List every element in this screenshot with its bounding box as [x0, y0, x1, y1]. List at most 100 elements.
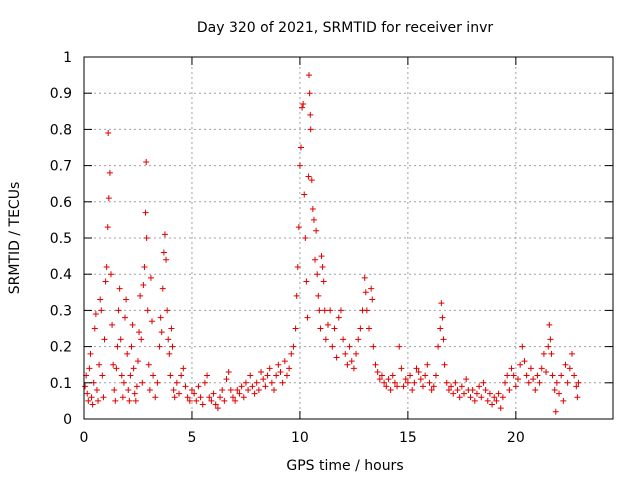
- data-point: [305, 173, 312, 180]
- data-point: [415, 368, 422, 375]
- y-tick-label: 1: [63, 50, 72, 66]
- data-point: [493, 397, 500, 404]
- data-point: [156, 343, 163, 350]
- data-point: [144, 307, 151, 314]
- data-point: [139, 379, 146, 386]
- data-point: [350, 365, 357, 372]
- data-point: [275, 361, 282, 368]
- data-point: [161, 231, 168, 238]
- data-point: [264, 372, 271, 379]
- data-point: [307, 111, 314, 118]
- data-point: [95, 397, 102, 404]
- data-point: [473, 390, 480, 397]
- data-point: [574, 394, 581, 401]
- data-point: [208, 397, 215, 404]
- data-point: [400, 383, 407, 390]
- data-point: [98, 307, 105, 314]
- data-point: [88, 394, 95, 401]
- data-point: [543, 368, 550, 375]
- data-point: [268, 379, 275, 386]
- data-point: [314, 271, 321, 278]
- data-point: [294, 263, 301, 270]
- data-point: [552, 408, 559, 415]
- data-point: [299, 104, 306, 111]
- y-tick-label: 0.3: [50, 303, 72, 319]
- data-point: [99, 372, 106, 379]
- data-point: [337, 307, 344, 314]
- data-point: [312, 256, 319, 263]
- data-point: [556, 390, 563, 397]
- data-point: [324, 321, 331, 328]
- data-point: [150, 372, 157, 379]
- data-point: [258, 368, 265, 375]
- data-point: [165, 336, 172, 343]
- y-tick-label: 0.7: [50, 159, 72, 175]
- data-point: [251, 390, 258, 397]
- y-tick-label: 0.2: [50, 340, 72, 356]
- data-point: [362, 289, 369, 296]
- data-point: [281, 358, 288, 365]
- data-point: [273, 372, 280, 379]
- data-point: [383, 383, 390, 390]
- axis-ticks: 00.10.20.30.40.50.60.70.80.910 5 10 15 20: [50, 50, 613, 446]
- data-point: [210, 390, 217, 397]
- data-point: [176, 390, 183, 397]
- y-tick-label: 0.8: [50, 122, 72, 138]
- x-tick-label: 10: [291, 430, 309, 446]
- data-point: [321, 307, 328, 314]
- data-points: [82, 72, 582, 415]
- y-axis-label: SRMTID / TECUs: [7, 182, 23, 295]
- x-tick-label: 15: [399, 430, 417, 446]
- data-point: [315, 292, 322, 299]
- data-point: [558, 372, 565, 379]
- data-point: [376, 376, 383, 383]
- data-point: [331, 325, 338, 332]
- data-point: [125, 387, 132, 394]
- data-point: [497, 405, 504, 412]
- data-point: [152, 394, 159, 401]
- data-point: [469, 387, 476, 394]
- data-point: [128, 343, 135, 350]
- data-point: [568, 350, 575, 357]
- y-tick-label: 0: [63, 412, 72, 428]
- data-point: [368, 285, 375, 292]
- data-point: [439, 314, 446, 321]
- data-point: [484, 397, 491, 404]
- data-point: [240, 394, 247, 401]
- data-point: [306, 90, 313, 97]
- y-tick-label: 0.4: [50, 267, 72, 283]
- data-point: [288, 350, 295, 357]
- data-point: [197, 394, 204, 401]
- data-point: [394, 383, 401, 390]
- data-point: [84, 390, 91, 397]
- data-point: [245, 387, 252, 394]
- data-point: [348, 358, 355, 365]
- data-point: [316, 307, 323, 314]
- data-point: [178, 372, 185, 379]
- data-point: [123, 296, 130, 303]
- data-point: [137, 292, 144, 299]
- data-point: [111, 387, 118, 394]
- data-point: [204, 372, 211, 379]
- data-point: [510, 372, 517, 379]
- data-point: [482, 387, 489, 394]
- data-point: [398, 365, 405, 372]
- data-point: [118, 372, 125, 379]
- data-point: [344, 361, 351, 368]
- data-point: [346, 343, 353, 350]
- data-point: [188, 387, 195, 394]
- data-point: [361, 274, 368, 281]
- data-point: [443, 379, 450, 386]
- data-point: [521, 358, 528, 365]
- data-point: [290, 343, 297, 350]
- data-point: [547, 336, 554, 343]
- data-point: [424, 361, 431, 368]
- data-point: [102, 278, 109, 285]
- data-point: [435, 343, 442, 350]
- data-point: [467, 394, 474, 401]
- data-point: [508, 365, 515, 372]
- data-point: [283, 372, 290, 379]
- data-point: [357, 325, 364, 332]
- data-point: [107, 271, 114, 278]
- data-point: [96, 361, 103, 368]
